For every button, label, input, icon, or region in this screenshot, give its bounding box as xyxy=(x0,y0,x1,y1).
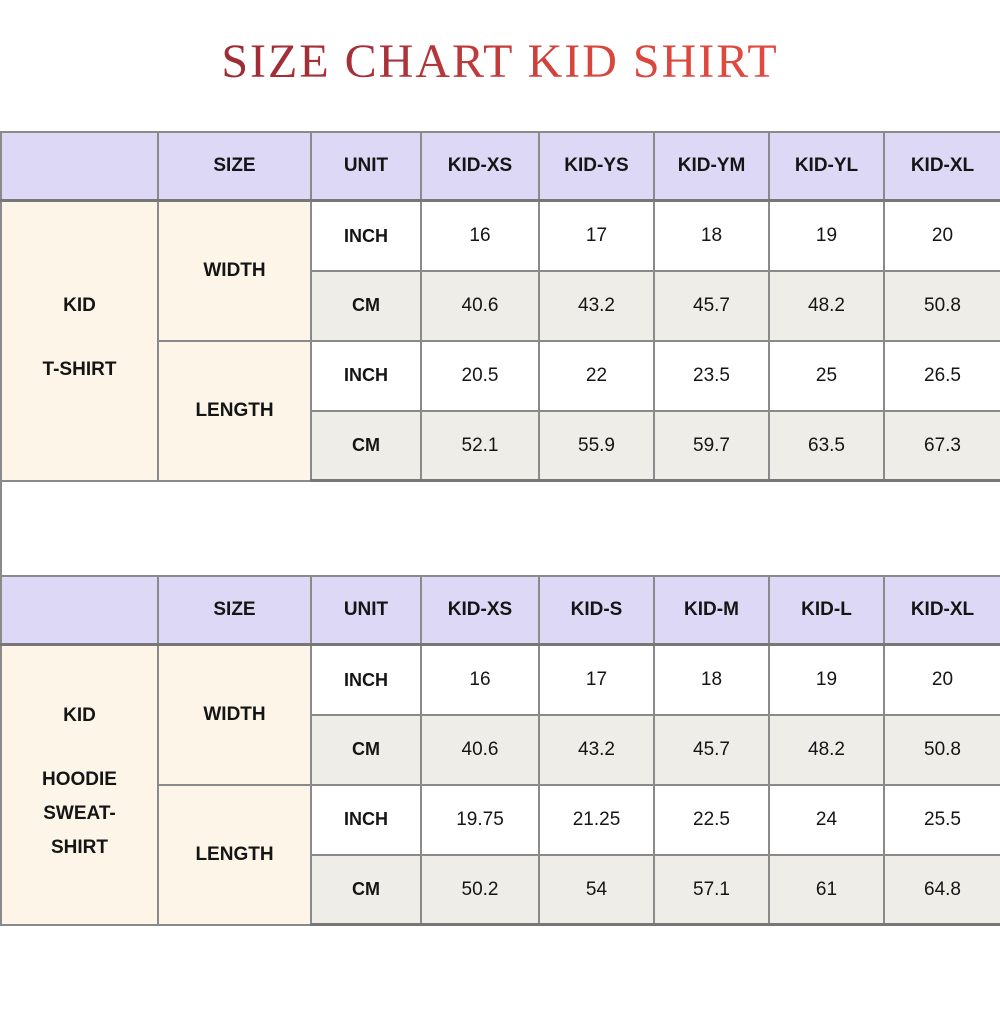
tshirt-header-row: SIZE UNIT KID-XS KID-YS KID-YM KID-YL KI… xyxy=(0,130,1000,203)
tshirt-width-label: WIDTH xyxy=(157,199,312,342)
table-cell: 17 xyxy=(538,199,655,272)
hoodie-header-kid-xl: KID-XL xyxy=(883,574,1000,647)
hoodie-width-inch-label: INCH xyxy=(310,643,422,716)
hoodie-product-name-top: KID xyxy=(63,705,96,727)
tshirt-width-inch-label: INCH xyxy=(310,199,422,272)
page-title: SIZE CHART KID SHIRT xyxy=(0,35,1000,89)
spacer-cell xyxy=(0,480,1000,576)
hoodie-header-row: SIZE UNIT KID-XS KID-S KID-M KID-L KID-X… xyxy=(0,574,1000,647)
table-cell: 50.8 xyxy=(883,269,1000,342)
tshirt-header-unit: UNIT xyxy=(310,130,422,203)
tshirt-header-kid-xs: KID-XS xyxy=(420,130,540,203)
tshirt-length-inch-row: LENGTH INCH 20.5 22 23.5 25 26.5 xyxy=(1,339,1000,482)
table-cell: 52.1 xyxy=(420,409,540,483)
tshirt-length-label: LENGTH xyxy=(157,339,312,482)
tshirt-width-inch-row: KID T-SHIRT WIDTH INCH 16 17 18 19 20 xyxy=(0,199,1000,482)
table-cell: 19.75 xyxy=(420,783,540,856)
hoodie-product-cell: KID HOODIE SWEAT- SHIRT xyxy=(0,643,159,926)
table-cell: 19 xyxy=(768,199,885,272)
table-cell: 23.5 xyxy=(653,339,770,412)
table-cell: 45.7 xyxy=(653,269,770,342)
table-cell: 61 xyxy=(768,853,885,927)
table-cell: 24 xyxy=(768,783,885,856)
table-cell: 20 xyxy=(883,643,1000,716)
table-cell: 59.7 xyxy=(653,409,770,483)
tshirt-width-cm-row: CM 40.6 43.2 45.7 48.2 50.8 xyxy=(1,269,1000,342)
tshirt-header-kid-ys: KID-YS xyxy=(538,130,655,203)
table-cell: 40.6 xyxy=(420,269,540,342)
hoodie-header-kid-l: KID-L xyxy=(768,574,885,647)
table-cell: 19 xyxy=(768,643,885,716)
hoodie-header-size: SIZE xyxy=(157,574,312,647)
tshirt-header-size: SIZE xyxy=(157,130,312,203)
table-cell: 25 xyxy=(768,339,885,412)
tshirt-product-cell: KID T-SHIRT xyxy=(0,199,159,482)
tshirt-width-cm-label: CM xyxy=(310,269,422,342)
table-cell: 40.6 xyxy=(420,713,540,786)
tshirt-product-name-rest: T-SHIRT xyxy=(42,359,117,381)
tshirt-corner-cell xyxy=(0,130,159,203)
hoodie-header-kid-xs: KID-XS xyxy=(420,574,540,647)
table-cell: 43.2 xyxy=(538,713,655,786)
hoodie-header-kid-s: KID-S xyxy=(538,574,655,647)
table-cell: 48.2 xyxy=(768,713,885,786)
table-cell: 16 xyxy=(420,643,540,716)
table-cell: 22 xyxy=(538,339,655,412)
hoodie-header-unit: UNIT xyxy=(310,574,422,647)
table-cell: 67.3 xyxy=(883,409,1000,483)
hoodie-width-inch-row: KID HOODIE SWEAT- SHIRT WIDTH INCH 16 17… xyxy=(0,643,1000,926)
hoodie-width-cm-label: CM xyxy=(310,713,422,786)
hoodie-length-inch-row: LENGTH INCH 19.75 21.25 22.5 24 25.5 xyxy=(1,783,1000,926)
table-cell: 57.1 xyxy=(653,853,770,927)
table-cell: 50.8 xyxy=(883,713,1000,786)
hoodie-product-name-rest: HOODIE SWEAT- SHIRT xyxy=(42,769,117,859)
tshirt-length-cm-label: CM xyxy=(310,409,422,483)
hoodie-width-label: WIDTH xyxy=(157,643,312,786)
table-cell: 48.2 xyxy=(768,269,885,342)
table-cell: 20.5 xyxy=(420,339,540,412)
tshirt-header-kid-ym: KID-YM xyxy=(653,130,770,203)
table-cell: 20 xyxy=(883,199,1000,272)
hoodie-header-kid-m: KID-M xyxy=(653,574,770,647)
table-cell: 17 xyxy=(538,643,655,716)
table-cell: 45.7 xyxy=(653,713,770,786)
table-cell: 50.2 xyxy=(420,853,540,927)
table-cell: 26.5 xyxy=(883,339,1000,412)
hoodie-length-cm-label: CM xyxy=(310,853,422,927)
tshirt-length-inch-label: INCH xyxy=(310,339,422,412)
table-cell: 43.2 xyxy=(538,269,655,342)
table-gap-spacer xyxy=(0,480,1000,576)
hoodie-width-cm-row: CM 40.6 43.2 45.7 48.2 50.8 xyxy=(1,713,1000,786)
table-cell: 18 xyxy=(653,199,770,272)
table-cell: 54 xyxy=(538,853,655,927)
table-cell: 55.9 xyxy=(538,409,655,483)
tshirt-product-name-top: KID xyxy=(63,295,96,317)
tshirt-length-cm-row: CM 52.1 55.9 59.7 63.5 67.3 xyxy=(1,409,1000,483)
tshirt-header-kid-yl: KID-YL xyxy=(768,130,885,203)
hoodie-corner-cell xyxy=(0,574,159,647)
table-cell: 25.5 xyxy=(883,783,1000,856)
tshirt-header-kid-xl: KID-XL xyxy=(883,130,1000,203)
table-cell: 22.5 xyxy=(653,783,770,856)
table-cell: 21.25 xyxy=(538,783,655,856)
hoodie-length-cm-row: CM 50.2 54 57.1 61 64.8 xyxy=(1,853,1000,927)
hoodie-length-inch-label: INCH xyxy=(310,783,422,856)
table-cell: 18 xyxy=(653,643,770,716)
table-cell: 16 xyxy=(420,199,540,272)
table-cell: 64.8 xyxy=(883,853,1000,927)
table-cell: 63.5 xyxy=(768,409,885,483)
size-chart-table: SIZE UNIT KID-XS KID-YS KID-YM KID-YL KI… xyxy=(0,130,1000,927)
hoodie-length-label: LENGTH xyxy=(157,783,312,926)
